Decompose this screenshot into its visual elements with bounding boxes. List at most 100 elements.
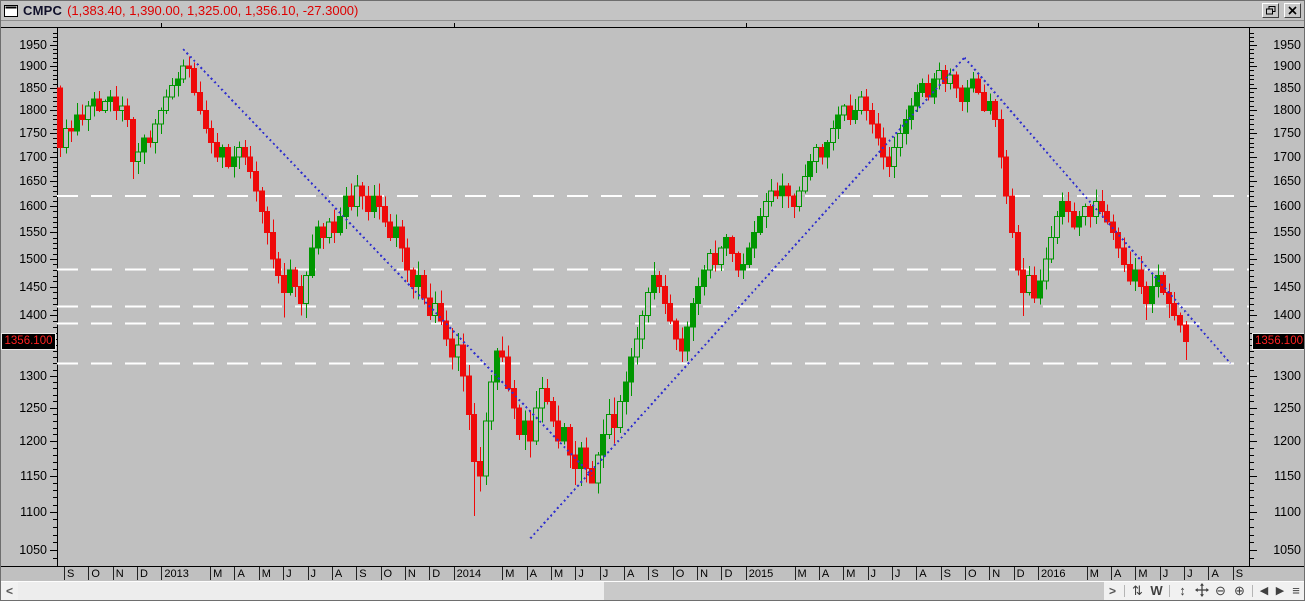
candle-body	[1082, 205, 1088, 218]
candle-body	[1020, 269, 1026, 293]
x-axis-label: O	[91, 568, 100, 580]
candle-body	[1026, 275, 1032, 293]
x-axis-label: M	[797, 568, 807, 580]
y-axis-label: 1450	[1273, 279, 1301, 294]
candle-body	[326, 221, 332, 239]
candle-body	[415, 275, 421, 288]
fit-vertical-icon[interactable]: ↕	[1179, 583, 1186, 598]
pan-icon[interactable]	[1192, 581, 1211, 601]
scroll-forward-button[interactable]: ▶	[1275, 585, 1285, 597]
y-axis-label: 1900	[19, 59, 47, 74]
horizontal-scrollbar[interactable]	[18, 582, 1104, 600]
candle-body	[1054, 216, 1060, 239]
candle-body	[830, 128, 836, 144]
x-axis-label: J	[310, 568, 317, 580]
candle-body	[651, 275, 657, 293]
candle-body	[488, 381, 494, 422]
candle-body	[298, 286, 304, 305]
candle-body	[522, 420, 528, 435]
y-axis-label: 1850	[1273, 80, 1301, 95]
restore-button[interactable]	[1262, 3, 1279, 18]
candle-body	[757, 216, 763, 233]
candle-body	[583, 447, 589, 470]
x-axis-label: J	[286, 568, 292, 580]
candle-body	[443, 320, 449, 340]
candle-body	[292, 269, 298, 288]
candle-body	[505, 356, 511, 389]
candle-body	[466, 375, 472, 415]
candle-body	[785, 185, 791, 197]
x-axis-label: A	[627, 568, 635, 580]
y-axis-label: 1400	[19, 308, 47, 323]
candle-body	[158, 109, 164, 125]
toolbar-separator	[1169, 585, 1170, 597]
y-axis-label: 1850	[19, 80, 47, 95]
refresh-icon[interactable]: ⇅	[1132, 583, 1143, 598]
candle-body	[718, 247, 724, 265]
candle-body	[611, 413, 617, 429]
candle-body	[124, 105, 130, 120]
candle-body	[953, 74, 959, 89]
scroll-right-button[interactable]: >	[1108, 584, 1116, 598]
x-axis-label: D	[724, 568, 733, 580]
candle-body	[813, 146, 819, 163]
candle-body	[404, 247, 410, 271]
candle-body	[723, 237, 729, 249]
candle-body	[1132, 269, 1138, 282]
y-axis-label: 1500	[1273, 252, 1301, 267]
candle-body	[600, 433, 606, 456]
zoom-out-button[interactable]: ⊖	[1215, 583, 1226, 598]
candle-body	[914, 91, 920, 107]
candle-body	[656, 275, 662, 288]
x-axis-label: O	[967, 568, 977, 580]
scroll-left-button[interactable]: <	[5, 584, 13, 598]
candle-body	[191, 67, 197, 93]
y-axis-label: 1550	[19, 225, 47, 240]
candle-body	[707, 253, 713, 271]
candle-body	[135, 151, 141, 163]
candle-body	[102, 100, 108, 111]
title-bar[interactable]: CMPC (1,383.40, 1,390.00, 1,325.00, 1,35…	[1, 1, 1304, 21]
candle-body	[371, 195, 377, 212]
candle-body	[791, 195, 797, 207]
candle-body	[729, 237, 735, 255]
scroll-back-button[interactable]: ◀	[1259, 585, 1269, 597]
candle-body	[936, 69, 942, 80]
y-axis-label: 1650	[1273, 174, 1301, 189]
trendline[interactable]	[182, 48, 593, 477]
candle-body	[763, 200, 769, 218]
candle-body	[186, 65, 192, 69]
candle-body	[673, 320, 679, 340]
candle-body	[679, 338, 685, 352]
candle-body	[214, 142, 220, 158]
candle-body	[858, 96, 864, 111]
scrollbar-thumb[interactable]	[604, 582, 1104, 600]
zoom-in-button[interactable]: ⊕	[1234, 583, 1245, 598]
candle-body	[225, 146, 231, 168]
close-button[interactable]	[1284, 3, 1301, 18]
candle-body	[852, 109, 858, 120]
candle-body	[499, 350, 505, 358]
x-axis-label: D	[140, 568, 148, 580]
candle-body	[891, 146, 897, 168]
candle-body	[875, 123, 881, 139]
candle-body	[421, 275, 427, 299]
x-axis-label: A	[1211, 568, 1219, 580]
candle-body	[387, 221, 393, 239]
x-axis-label: O	[383, 568, 393, 580]
candle-body	[863, 96, 869, 111]
candle-body	[259, 190, 265, 212]
candle-body	[107, 96, 113, 102]
candle-body	[365, 195, 371, 212]
x-axis-label: A	[237, 568, 245, 580]
window-icon	[4, 4, 18, 17]
candle-body	[1177, 314, 1183, 326]
candle-body	[393, 226, 399, 239]
candle-body	[79, 114, 85, 120]
menu-icon[interactable]: ≡	[1292, 583, 1300, 598]
candle-body	[751, 231, 757, 249]
candle-body	[701, 269, 707, 288]
weekly-timeframe-button[interactable]: W	[1150, 583, 1163, 598]
y-axis-label: 1200	[19, 434, 47, 449]
